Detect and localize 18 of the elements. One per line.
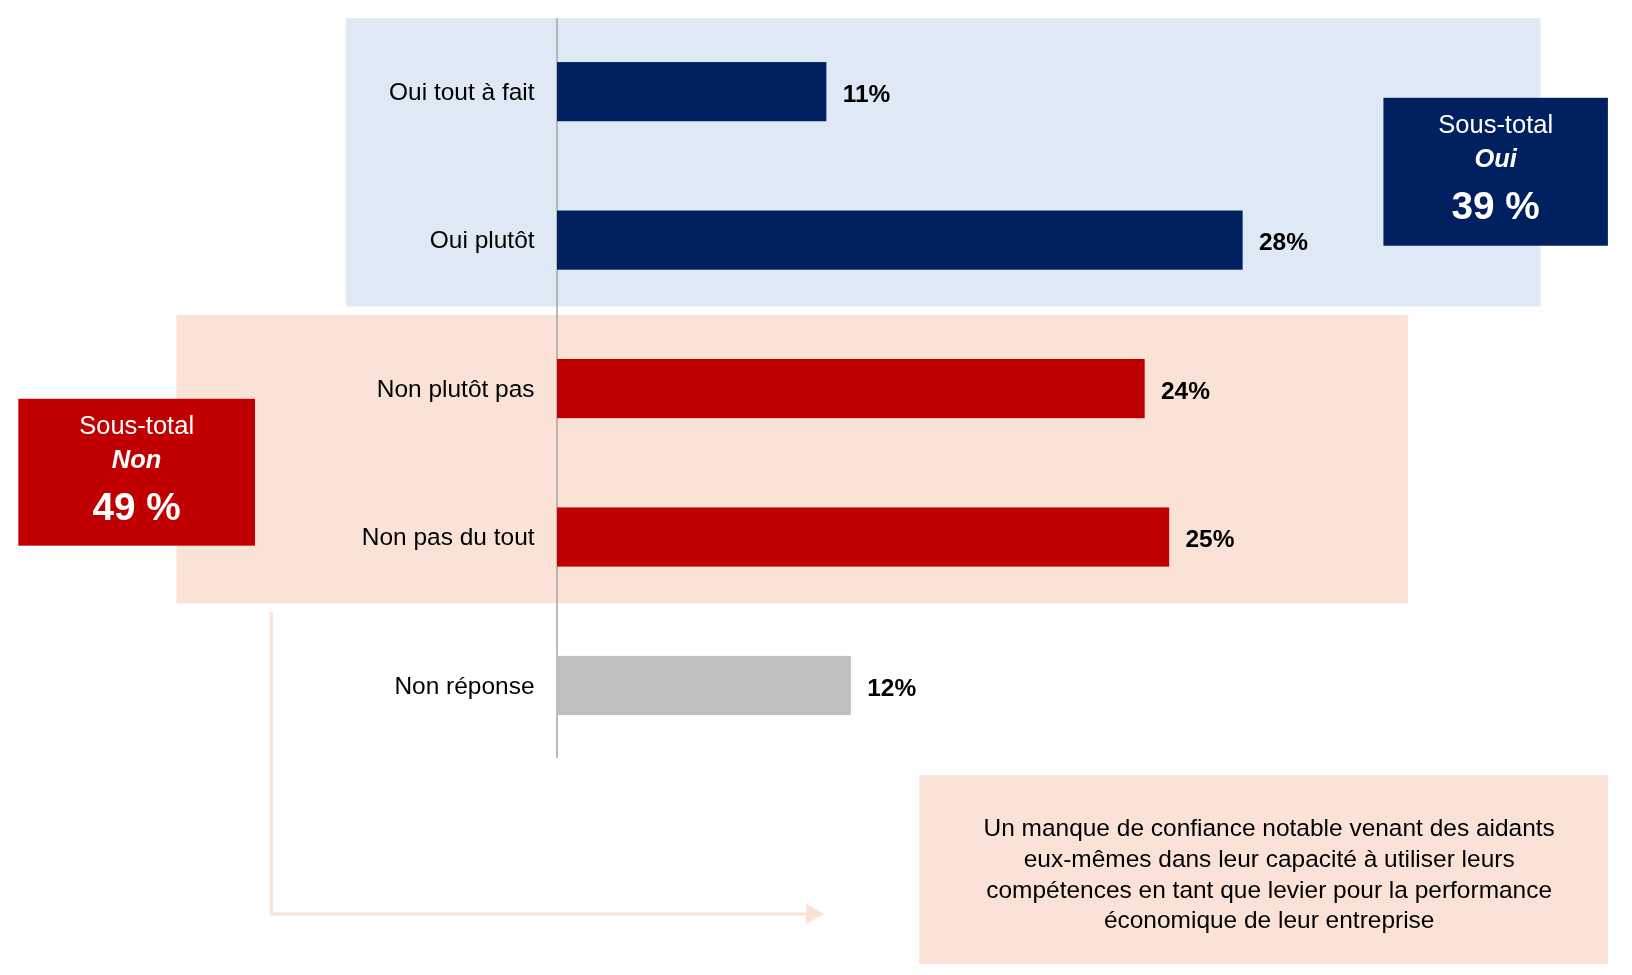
data-label: 28% bbox=[1258, 228, 1309, 256]
bar bbox=[557, 210, 1243, 270]
bar bbox=[557, 507, 1170, 567]
y-tick-label: Non pas du tout bbox=[361, 523, 535, 551]
data-label: 12% bbox=[867, 673, 917, 701]
bar bbox=[557, 62, 827, 122]
y-tick-label: Non plutôt pas bbox=[376, 374, 535, 402]
band-label: Sous-total Oui 39 % bbox=[1438, 110, 1554, 228]
y-tick-label: Non réponse bbox=[394, 671, 535, 699]
band-label: Sous-total Non 49 % bbox=[79, 411, 195, 529]
y-tick-label: Oui plutôt bbox=[429, 226, 535, 254]
data-label: 24% bbox=[1161, 376, 1211, 404]
bar bbox=[557, 358, 1145, 419]
data-label: 25% bbox=[1185, 525, 1235, 553]
y-tick-label: Oui tout à fait bbox=[389, 77, 535, 105]
bar bbox=[557, 655, 851, 716]
text: Un manque de confiance notable venant des aidants eux-mêmes dans leur capacité à utiliser leurs compétences en tant que levier pour la performance économique de leur entreprise bbox=[983, 814, 1555, 934]
data-label: 11% bbox=[842, 79, 891, 107]
